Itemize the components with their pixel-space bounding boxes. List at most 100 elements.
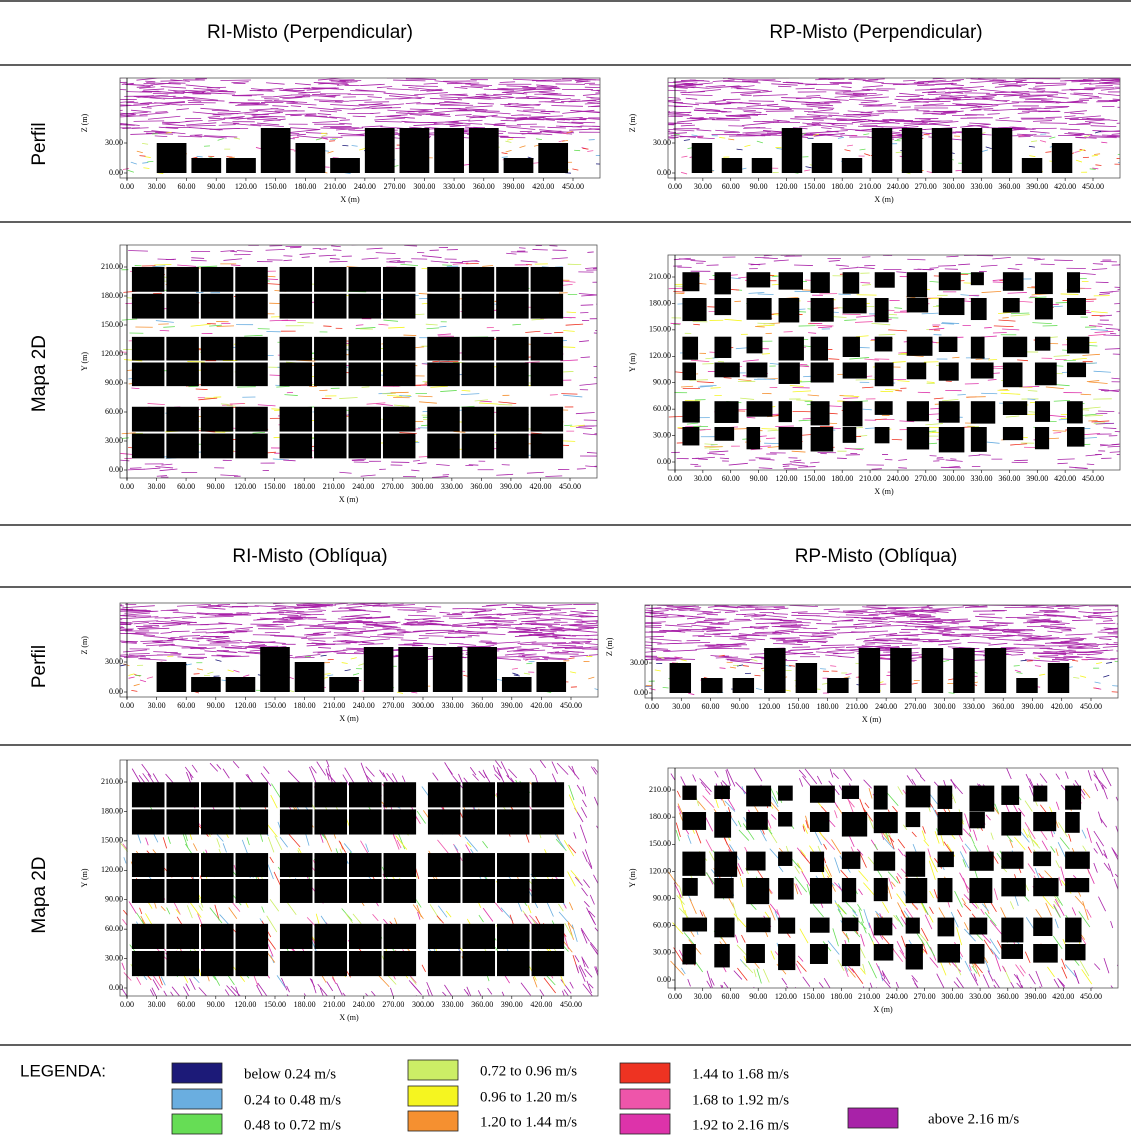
vector [973,108,994,110]
building [938,272,961,291]
vector [479,626,497,629]
vector [562,109,595,114]
vector [849,98,880,102]
vector [419,401,437,404]
vector [686,82,714,86]
vector [185,663,192,666]
vector [408,87,442,92]
building [235,406,268,432]
vector [555,838,567,851]
field [120,78,600,175]
vector [362,642,374,644]
building [279,406,313,432]
vector [835,264,849,267]
vector [1100,389,1109,392]
vector [942,635,970,637]
vector [100,610,112,611]
vector [941,110,964,114]
vector [801,103,834,107]
vector [579,383,597,386]
y-tick-label: 0.00 [109,465,123,474]
vector [818,122,835,125]
vector [722,98,741,101]
vector [913,610,937,614]
vector [919,614,931,616]
vector [1078,99,1090,102]
vector [99,648,118,649]
vector [675,85,709,89]
vector [1063,658,1075,661]
vector [756,140,763,144]
vector [941,94,953,97]
vector [532,976,538,988]
vector [304,633,320,636]
vector [645,626,662,628]
plot: 0.00 30.00 60.00 90.00 120.00 150.00 180.00 210… [80,77,601,204]
building [874,298,889,323]
building [503,158,534,173]
vector [191,259,207,262]
vector [996,624,1008,627]
vector [286,102,317,106]
vector [689,79,710,82]
vector [167,836,171,844]
vector [240,641,253,644]
vector [581,887,588,897]
vector [347,93,374,96]
vector [998,319,1016,322]
vector [678,608,701,612]
vector [789,385,804,387]
vector [319,100,343,103]
vector [569,625,598,628]
vector [654,669,661,672]
vector [1052,430,1067,432]
vector [790,118,824,121]
building [1047,663,1070,693]
vector [335,81,358,84]
vector [270,108,285,110]
x-tick-label: 90.00 [731,702,749,711]
vector [1050,336,1058,338]
vector [790,648,820,651]
x-axis-label: X (m) [862,715,882,724]
vector [223,258,243,261]
vector [482,841,489,849]
vector [1028,145,1036,148]
vector [709,450,729,453]
vector [685,97,698,100]
building [131,406,165,432]
vector [318,94,341,97]
vector [862,408,872,411]
vector [806,95,821,97]
vector [871,322,891,326]
building [781,128,803,173]
building [314,406,347,432]
vector [501,156,508,158]
vector [217,613,248,616]
vector [784,689,791,692]
vector [723,107,743,110]
vector [802,131,836,134]
vector [575,426,592,429]
vector [846,645,873,648]
vector [889,118,914,122]
column-title: RP-Misto (Oblíqua) [795,546,958,567]
vector [155,111,168,113]
vector [458,632,479,635]
x-tick-label: 90.00 [750,474,768,483]
vector [680,171,688,175]
vector [130,133,156,135]
vector [683,139,690,141]
x-tick-label: 360.00 [473,182,495,191]
vector [1036,90,1067,94]
vector [668,128,695,132]
vector [405,78,437,80]
vector [433,123,455,126]
vector [987,379,997,381]
vector [1027,257,1041,260]
vector [1011,101,1043,103]
vector [494,122,506,125]
building [970,336,985,359]
vector [763,257,778,260]
vector [767,446,779,448]
